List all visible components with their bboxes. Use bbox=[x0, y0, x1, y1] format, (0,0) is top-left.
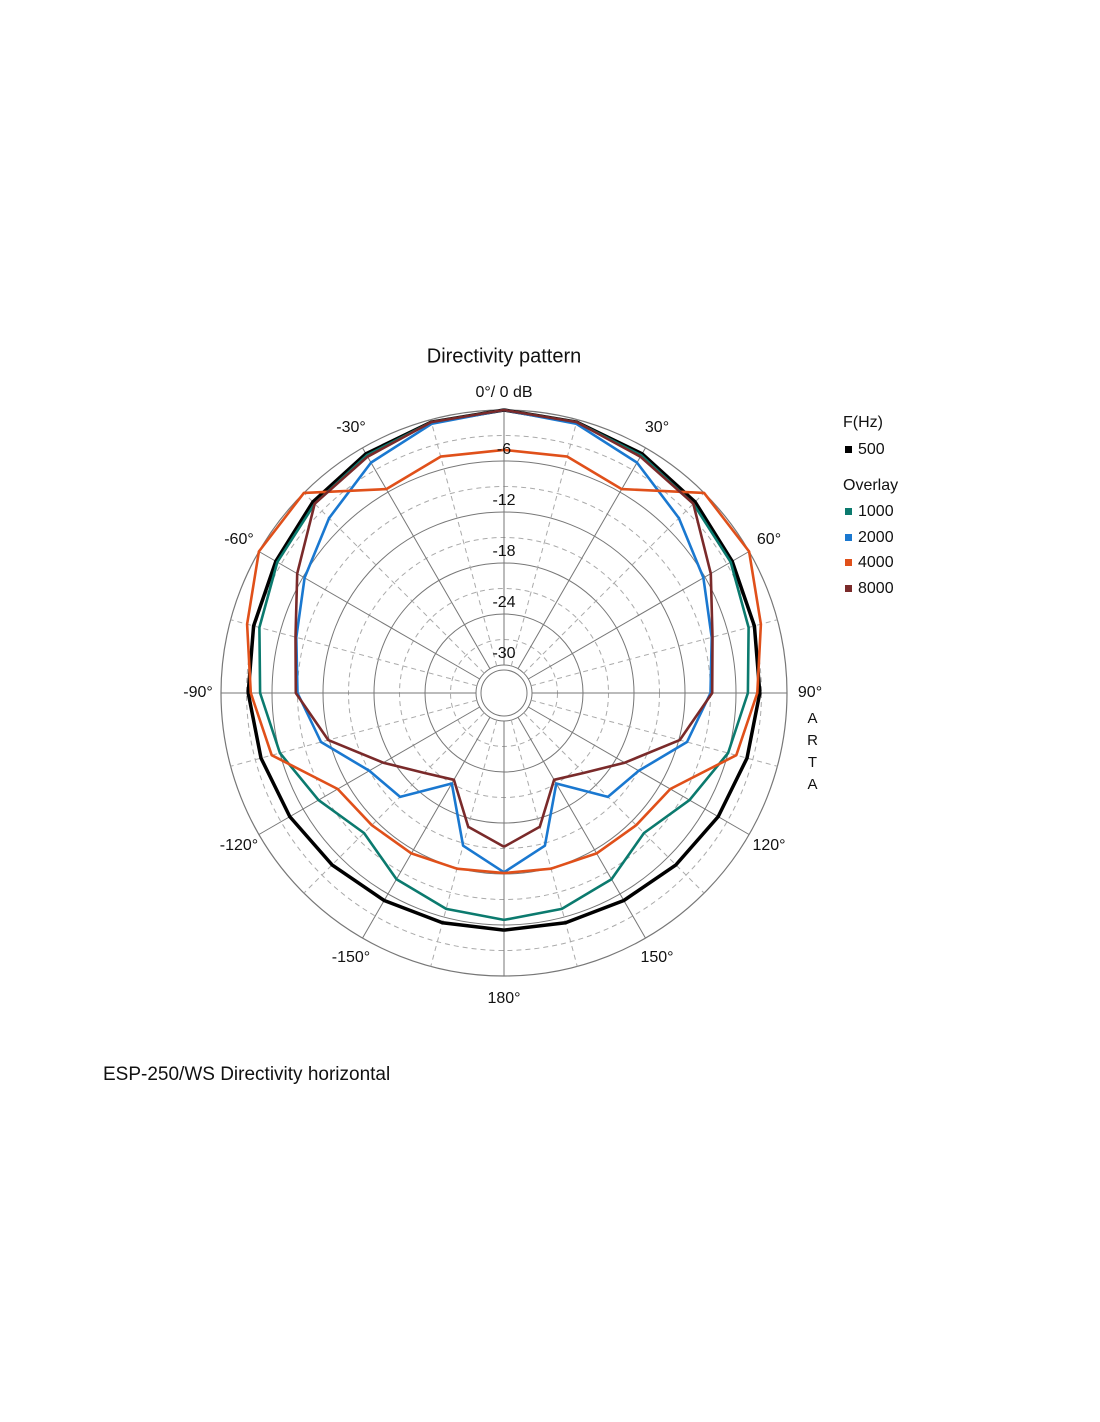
theta-tick-label: -90° bbox=[183, 684, 213, 701]
minor-spoke bbox=[430, 419, 498, 667]
legend-swatch bbox=[845, 559, 852, 566]
minor-spoke bbox=[303, 492, 485, 674]
theta-tick-label: 60° bbox=[757, 531, 781, 548]
legend-title: F(Hz) bbox=[843, 414, 883, 431]
r-tick-label: -18 bbox=[492, 543, 515, 560]
r-tick-label: -12 bbox=[492, 492, 515, 509]
spoke bbox=[258, 551, 481, 680]
minor-spoke bbox=[530, 699, 778, 767]
center-hole bbox=[480, 669, 528, 717]
minor-spoke bbox=[523, 712, 705, 894]
r-tick-label: -24 bbox=[492, 594, 515, 611]
theta-tick-label: -30° bbox=[336, 419, 366, 436]
legend-label: 500 bbox=[858, 441, 885, 458]
spoke bbox=[517, 447, 646, 670]
chart-title: Directivity pattern bbox=[427, 345, 582, 367]
series-line bbox=[294, 408, 714, 848]
legend-label: 8000 bbox=[858, 580, 894, 597]
r-tick-label: -30 bbox=[492, 645, 515, 662]
r-tick-label: -6 bbox=[497, 441, 511, 458]
legend-swatch bbox=[845, 508, 852, 515]
theta-tick-label: 90° bbox=[798, 684, 822, 701]
legend-label: 4000 bbox=[858, 554, 894, 571]
minor-spoke bbox=[523, 492, 705, 674]
legend-label: 1000 bbox=[858, 503, 894, 520]
minor-spoke bbox=[530, 619, 778, 687]
minor-spoke bbox=[230, 619, 478, 687]
spoke bbox=[362, 447, 491, 670]
theta-tick-label: 120° bbox=[752, 837, 785, 854]
theta-tick-label: -120° bbox=[220, 837, 258, 854]
theta-tick-label: 150° bbox=[640, 949, 673, 966]
theta-tick-label: 0°/ 0 dB bbox=[475, 384, 532, 401]
spoke bbox=[527, 551, 750, 680]
theta-tick-label: -150° bbox=[332, 949, 370, 966]
theta-tick-label: 30° bbox=[645, 419, 669, 436]
side-label: ARTA bbox=[804, 710, 821, 798]
legend-swatch bbox=[845, 534, 852, 541]
footer: ESP-250/WS Directivity horizontal bbox=[103, 1064, 390, 1085]
legend-swatch bbox=[845, 446, 852, 453]
legend-overlay: Overlay bbox=[843, 477, 898, 494]
minor-spoke bbox=[510, 419, 578, 667]
legend-label: 2000 bbox=[858, 529, 894, 546]
minor-spoke bbox=[303, 712, 485, 894]
series-line bbox=[245, 448, 763, 875]
legend-swatch bbox=[845, 585, 852, 592]
minor-spoke bbox=[230, 699, 478, 767]
theta-tick-label: 180° bbox=[487, 990, 520, 1007]
theta-tick-label: -60° bbox=[224, 531, 254, 548]
